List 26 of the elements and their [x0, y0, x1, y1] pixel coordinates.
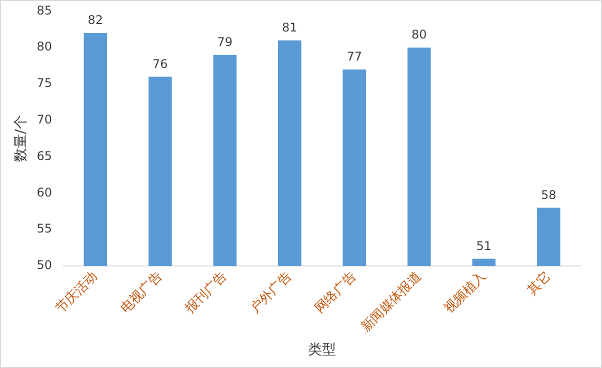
x-tick-label: 其它 [524, 268, 554, 298]
y-tick-label: 85 [36, 3, 52, 18]
y-tick-label: 50 [36, 258, 52, 272]
x-axis-title: 类型 [308, 342, 336, 358]
y-tick-label: 80 [36, 40, 52, 54]
x-tick-label: 网络广告 [312, 269, 360, 317]
x-tick-label: 电视广告 [118, 269, 166, 317]
data-label: 77 [346, 50, 362, 64]
x-tick-label: 节庆活动 [53, 269, 101, 317]
y-tick-label: 65 [36, 148, 52, 163]
data-label: 58 [540, 188, 556, 202]
y-tick-label: 55 [36, 222, 52, 236]
x-tick-label: 视频植入 [442, 269, 490, 317]
data-label: 82 [88, 13, 104, 28]
data-label: 51 [476, 238, 492, 253]
y-axis-title: 数量/个 [13, 115, 30, 162]
y-tick-label: 70 [36, 112, 52, 127]
data-label: 81 [282, 20, 298, 34]
y-tick-label: 60 [36, 185, 52, 200]
y-tick-label: 75 [36, 76, 52, 90]
x-tick-label: 户外广告 [248, 269, 295, 317]
data-label: 79 [217, 35, 233, 50]
x-tick-label: 报刊广告 [182, 269, 230, 318]
data-label: 80 [412, 28, 427, 42]
x-tick-label: 新闻媒体报道 [358, 269, 424, 335]
data-label: 76 [152, 56, 168, 71]
